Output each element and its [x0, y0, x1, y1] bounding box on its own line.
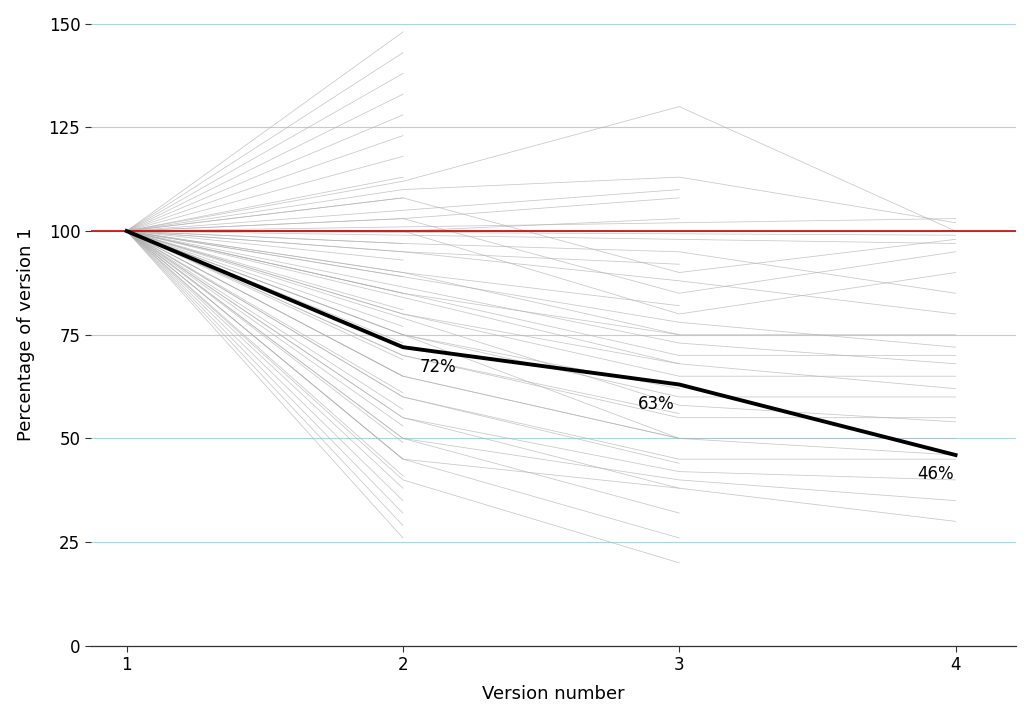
Text: 72%: 72%: [419, 358, 457, 376]
Y-axis label: Percentage of version 1: Percentage of version 1: [17, 228, 35, 441]
X-axis label: Version number: Version number: [482, 685, 625, 703]
Text: 63%: 63%: [637, 395, 675, 413]
Text: 46%: 46%: [917, 465, 953, 483]
